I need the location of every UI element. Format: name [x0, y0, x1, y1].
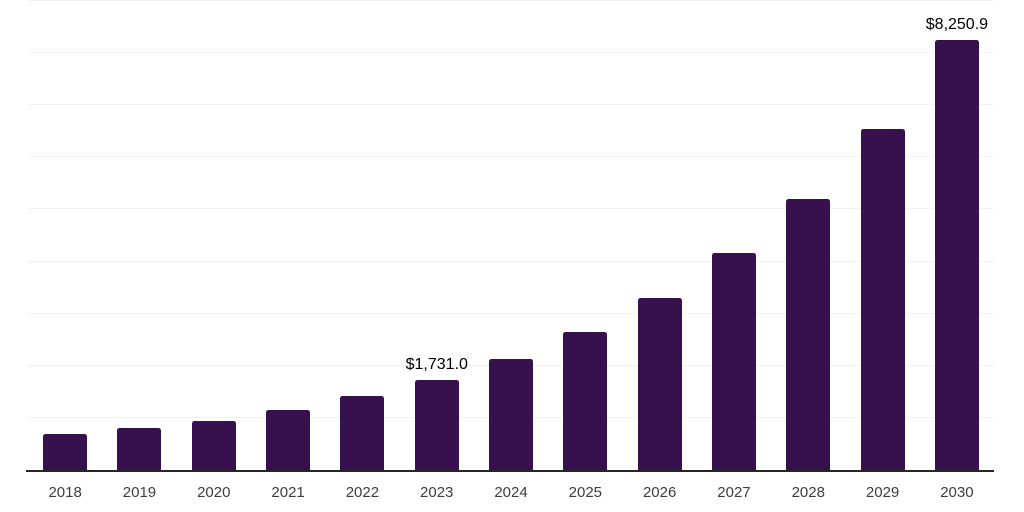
- bar-slot-2026: [623, 1, 697, 470]
- gridline: [28, 104, 994, 106]
- bar-2018: [43, 434, 88, 470]
- x-tick-label-2020: 2020: [197, 484, 231, 501]
- bar-2025: [563, 331, 608, 470]
- bar-slot-2018: [28, 1, 102, 470]
- x-axis-line: [26, 470, 994, 472]
- bar-2026: [637, 298, 682, 470]
- gridline: [28, 312, 994, 314]
- gridline: [28, 156, 994, 158]
- bars-container: $1,731.0 $8,250.9: [28, 1, 994, 470]
- bar-slot-2023: $1,731.0: [400, 1, 474, 470]
- bar-slot-2021: [251, 1, 325, 470]
- bar-slot-2019: [102, 1, 176, 470]
- bar-2027: [711, 253, 756, 470]
- value-label-2030: $8,250.9: [925, 16, 989, 34]
- gridline: [28, 208, 994, 210]
- x-tick-label-2026: 2026: [642, 484, 677, 501]
- plot-area: $1,731.0 $8,250.9: [26, 0, 994, 472]
- x-tick-label-2028: 2028: [791, 484, 825, 501]
- bar-2022: [340, 396, 385, 470]
- x-axis-tick-labels: 2018 2019 2020 2021 2022 2023 2024 2025 2026 2027…: [28, 484, 994, 501]
- gridline: [28, 52, 994, 54]
- x-tick-label-2021: 2021: [271, 484, 305, 501]
- bar-slot-2028: [771, 1, 845, 470]
- gridline: [28, 0, 994, 1]
- bar-2020: [191, 420, 236, 470]
- x-tick-label-2030: 2030: [940, 484, 974, 501]
- x-tick-label-2022: 2022: [345, 484, 380, 501]
- bar-2023: [414, 379, 459, 470]
- bar-slot-2027: [697, 1, 771, 470]
- bar-2021: [266, 410, 311, 470]
- value-label-2023: $1,731.0: [405, 355, 468, 373]
- x-tick-label-2024: 2024: [494, 484, 528, 501]
- bar-2028: [786, 199, 831, 470]
- x-tick-label-2018: 2018: [48, 484, 82, 501]
- x-tick-label-2023: 2023: [420, 484, 454, 501]
- bar-slot-2022: [325, 1, 399, 470]
- bar-slot-2029: [845, 1, 919, 470]
- bar-slot-2024: [474, 1, 548, 470]
- bar-2019: [117, 428, 162, 470]
- bar-2024: [489, 359, 534, 470]
- gridline: [28, 260, 994, 262]
- bar-2029: [860, 129, 905, 470]
- x-tick-label-2027: 2027: [717, 484, 751, 501]
- bar-slot-2025: [548, 1, 622, 470]
- x-tick-label-2025: 2025: [568, 484, 603, 501]
- bar-slot-2030: $8,250.9: [920, 1, 994, 470]
- x-tick-label-2019: 2019: [122, 484, 157, 501]
- x-tick-label-2029: 2029: [865, 484, 900, 501]
- bar-slot-2020: [177, 1, 251, 470]
- bar-2030: [934, 40, 979, 470]
